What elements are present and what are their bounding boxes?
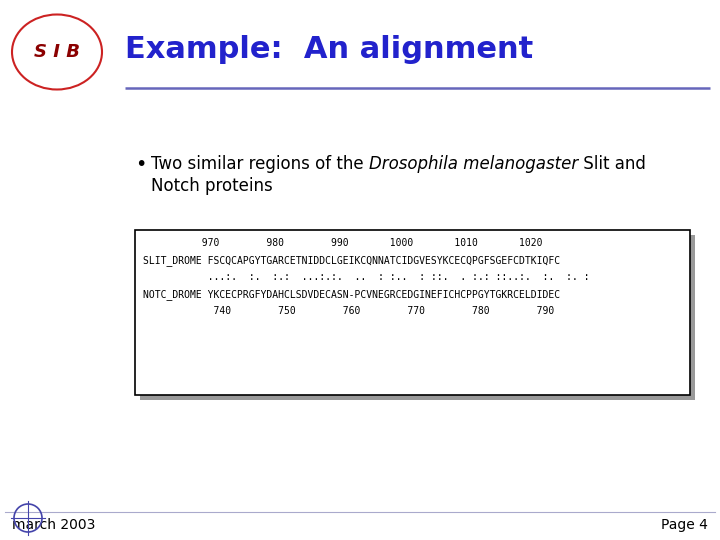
Text: SLIT_DROME FSCQCAPGYTGARCETNIDDCLGEIKCQNNATCIDGVESYKCECQPGFSGEFCDTKIQFC: SLIT_DROME FSCQCAPGYTGARCETNIDDCLGEIKCQN… <box>143 255 560 266</box>
Bar <box>135 230 690 395</box>
Text: NOTC_DROME YKCECPRGFYDAHCLSDVDECASN-PCVNEGRCEDGINEFICHCPPGYTGKRCELDIDEC: NOTC_DROME YKCECPRGFYDAHCLSDVDECASN-PCVN… <box>143 289 560 300</box>
Bar <box>140 235 695 400</box>
Text: Page 4: Page 4 <box>661 518 708 532</box>
Text: Example:  An alignment: Example: An alignment <box>125 35 534 64</box>
Text: •: • <box>135 155 146 174</box>
Text: march 2003: march 2003 <box>12 518 95 532</box>
Text: Notch proteins: Notch proteins <box>151 177 273 195</box>
Text: ...:.  :.  :.:  ...:.:.  ..  : :..  : ::.  . :.: ::..:.  :.  :. :: ...:. :. :.: ...:.:. .. : :.. : ::. . :.… <box>143 272 590 282</box>
Text: Two similar regions of the: Two similar regions of the <box>151 155 369 173</box>
Text: 970        980        990       1000       1010       1020: 970 980 990 1000 1010 1020 <box>143 238 542 248</box>
Ellipse shape <box>12 15 102 90</box>
Text: Drosophila melanogaster: Drosophila melanogaster <box>369 155 578 173</box>
Text: Slit and: Slit and <box>578 155 646 173</box>
Text: S I B: S I B <box>34 43 80 61</box>
Text: 740        750        760        770        780        790: 740 750 760 770 780 790 <box>143 306 554 316</box>
